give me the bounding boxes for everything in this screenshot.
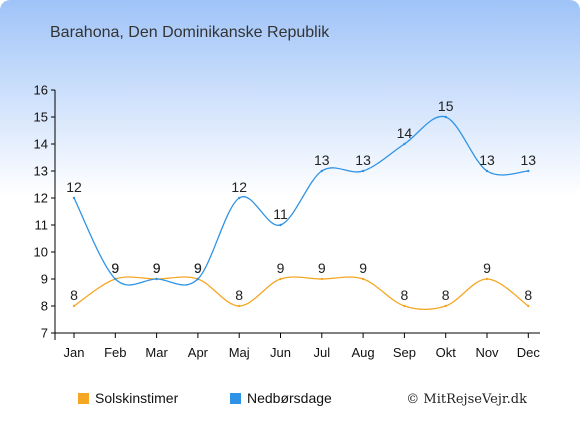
data-label-nedborsdage: 11 — [273, 206, 288, 222]
data-label-nedborsdage: 13 — [479, 152, 495, 168]
x-tick-label: Apr — [188, 345, 209, 360]
y-tick-label: 14 — [34, 137, 48, 152]
data-label-solskinstimer: 9 — [359, 260, 367, 276]
y-tick-label: 12 — [34, 191, 48, 206]
data-point-nedborsdage — [361, 169, 365, 173]
data-label-solskinstimer: 8 — [401, 287, 409, 303]
data-label-nedborsdage: 15 — [438, 98, 454, 114]
x-tick-label: Mar — [145, 345, 168, 360]
x-tick-label: Sep — [393, 345, 416, 360]
data-label-nedborsdage: 13 — [521, 152, 537, 168]
data-point-solskinstimer — [320, 277, 323, 281]
data-point-nedborsdage — [320, 169, 323, 173]
data-label-solskinstimer: 8 — [442, 287, 450, 303]
data-point-nedborsdage — [238, 196, 241, 200]
x-tick-label: Dec — [517, 345, 541, 360]
x-tick-label: Feb — [104, 345, 126, 360]
series-line-nedborsdage — [73, 115, 529, 286]
data-point-nedborsdage — [403, 142, 406, 146]
data-point-nedborsdage — [527, 169, 530, 173]
data-point-nedborsdage — [72, 196, 76, 200]
data-point-solskinstimer — [444, 304, 447, 308]
legend-swatch-nedborsdage — [230, 393, 241, 404]
data-label-nedborsdage: 13 — [355, 152, 371, 168]
x-tick-label: Jul — [313, 345, 330, 360]
data-point-solskinstimer — [485, 277, 489, 281]
y-tick-label: 7 — [41, 326, 48, 341]
data-label-solskinstimer: 8 — [524, 287, 532, 303]
data-label-solskinstimer: 8 — [235, 287, 243, 303]
x-tick-label: Nov — [475, 345, 499, 360]
chart-title: Barahona, Den Dominikanske Republik — [50, 24, 330, 41]
data-point-nedborsdage — [114, 277, 117, 281]
x-tick-label: Jun — [270, 345, 291, 360]
legend-label-solskinstimer: Solskinstimer — [95, 390, 179, 406]
data-point-solskinstimer — [361, 277, 365, 281]
data-label-solskinstimer: 9 — [277, 260, 285, 276]
y-tick-label: 8 — [41, 299, 48, 314]
data-label-nedborsdage: 9 — [111, 260, 119, 276]
legend: Solskinstimer Nedbørsdage — [78, 390, 332, 406]
data-label-nedborsdage: 9 — [194, 260, 202, 276]
y-tick-label: 9 — [41, 272, 48, 287]
x-tick-label: Okt — [436, 345, 457, 360]
data-label-nedborsdage: 9 — [153, 260, 161, 276]
legend-label-nedborsdage: Nedbørsdage — [247, 390, 332, 406]
data-label-solskinstimer: 9 — [318, 260, 326, 276]
legend-swatch-solskinstimer — [78, 393, 89, 404]
data-point-solskinstimer — [403, 304, 406, 308]
data-point-nedborsdage — [196, 277, 200, 281]
data-point-solskinstimer — [72, 304, 76, 308]
axes: 7 8 9 10 11 12 13 14 15 16 Jan Feb Mar Apr Maj Jun Jul Au… — [34, 83, 541, 361]
credit-text: © MitRejseVejr.dk — [406, 392, 527, 407]
data-label-nedborsdage: 12 — [231, 179, 247, 195]
data-point-nedborsdage — [279, 223, 282, 227]
y-tick-label: 15 — [34, 110, 48, 125]
data-point-nedborsdage — [444, 115, 447, 119]
data-label-solskinstimer: 9 — [483, 260, 491, 276]
x-tick-label: Jan — [64, 345, 85, 360]
y-tick-label: 16 — [34, 83, 48, 98]
data-label-solskinstimer: 9 — [111, 260, 119, 276]
data-point-solskinstimer — [279, 277, 282, 281]
data-label-solskinstimer: 9 — [194, 260, 202, 276]
data-point-nedborsdage — [155, 277, 158, 281]
data-label-solskinstimer: 8 — [70, 287, 78, 303]
data-label-solskinstimer: 9 — [153, 260, 161, 276]
data-label-nedborsdage: 13 — [314, 152, 330, 168]
x-tick-label: Maj — [229, 345, 250, 360]
data-point-solskinstimer — [527, 304, 530, 308]
y-tick-label: 13 — [34, 164, 48, 179]
data-point-solskinstimer — [238, 304, 241, 308]
data-label-nedborsdage: 14 — [397, 125, 413, 141]
y-tick-label: 11 — [35, 218, 49, 233]
y-tick-label: 10 — [34, 245, 48, 260]
x-tick-label: Aug — [352, 345, 375, 360]
data-label-nedborsdage: 12 — [66, 179, 82, 195]
series-layer — [72, 115, 530, 311]
data-point-nedborsdage — [485, 169, 489, 173]
